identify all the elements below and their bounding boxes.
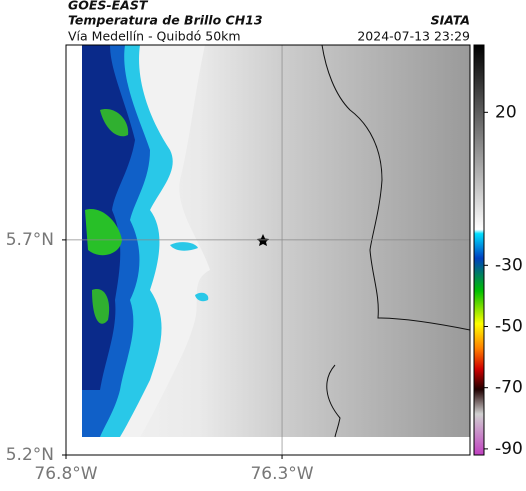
satellite: GOES-EAST — [68, 0, 149, 13]
lon-tick-label: 76.3°W — [250, 464, 313, 484]
product: Temperatura de Brillo CH13 — [68, 13, 263, 28]
map-frame — [65, 44, 471, 456]
colorbar-tick-label: -90 — [495, 439, 523, 459]
lat-tick-label: 5.7°N — [6, 230, 54, 250]
timestamp: 2024-07-13 23:29 — [357, 29, 470, 44]
lon-tick-label: 76.8°W — [34, 464, 97, 484]
lat-tick-label: 5.2°N — [6, 445, 54, 465]
colorbar-tick-label: -50 — [495, 316, 523, 336]
map-raster — [82, 45, 470, 437]
agency: SIATA — [431, 13, 470, 28]
colorbar — [473, 44, 485, 456]
route: Vía Medellín - Quibdó 50km — [68, 29, 241, 44]
colorbar-tick-label: 20 — [495, 102, 517, 122]
colorbar-tick-label: -70 — [495, 378, 523, 398]
colorbar-tick-label: -30 — [495, 255, 523, 275]
border — [326, 364, 341, 438]
axes: 76.8°W 76.3°W 5.2°N 5.7°N 20 -30 -50 -70 -90 — [6, 45, 523, 484]
border — [321, 44, 471, 331]
